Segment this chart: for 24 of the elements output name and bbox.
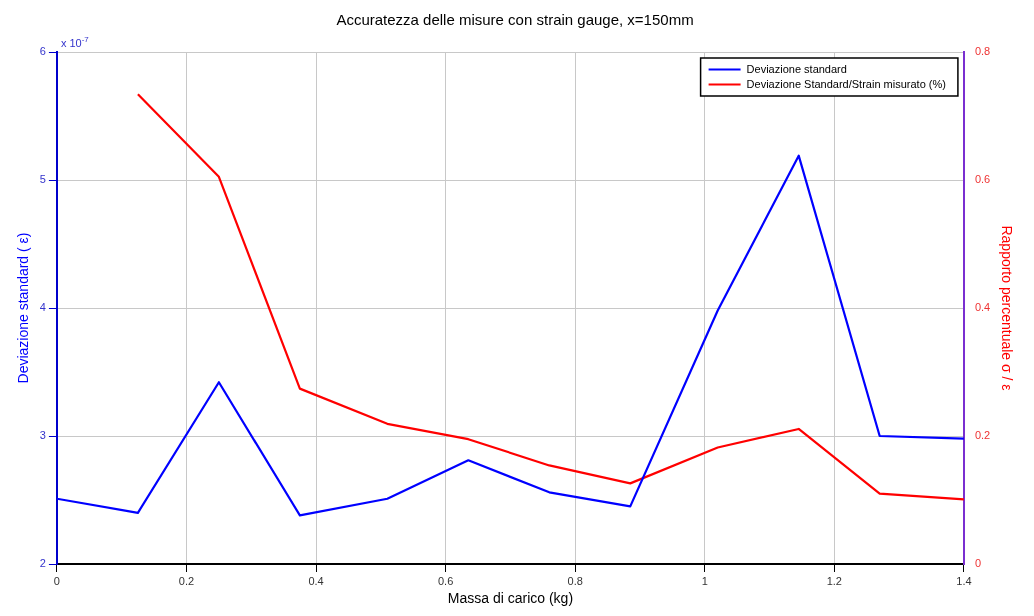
legend-label: Deviazione Standard/Strain misurato (%) [746, 77, 946, 90]
x-axis-title: Massa di carico (kg) [447, 590, 574, 607]
y-tick-label: 2 [39, 557, 46, 570]
x-tick-label: 0.2 [178, 574, 195, 587]
y2-axis-title: Rapporto percentuale σ / ε [998, 225, 1015, 391]
y2-tick-label: 0.4 [974, 301, 991, 314]
y-tick-label: 5 [39, 173, 46, 186]
x-tick-label: 0.6 [437, 574, 454, 587]
y2-tick-label: 0 [974, 557, 982, 570]
x-tick-label: 0 [53, 574, 60, 587]
legend-label: Deviazione standard [746, 62, 847, 75]
x-tick-label: 1.2 [826, 574, 842, 587]
y-tick-label: 4 [39, 301, 46, 314]
y2-tick-label: 0.8 [974, 45, 991, 58]
x-tick-label: 0.4 [308, 574, 324, 587]
chart-title: Accuratezza delle misure con strain gauge, x=150mm [336, 11, 694, 29]
x-tick-label: 1 [701, 574, 708, 587]
y-tick-label: 6 [39, 45, 46, 58]
y2-tick-label: 0.6 [974, 173, 991, 186]
x-tick-label: 1.4 [956, 574, 972, 587]
y2-tick-label: 0.2 [974, 429, 991, 442]
y-axis-title: Deviazione standard ( ε) [15, 232, 32, 384]
y-tick-label: 3 [39, 429, 46, 442]
x-tick-label: 0.8 [567, 574, 583, 587]
